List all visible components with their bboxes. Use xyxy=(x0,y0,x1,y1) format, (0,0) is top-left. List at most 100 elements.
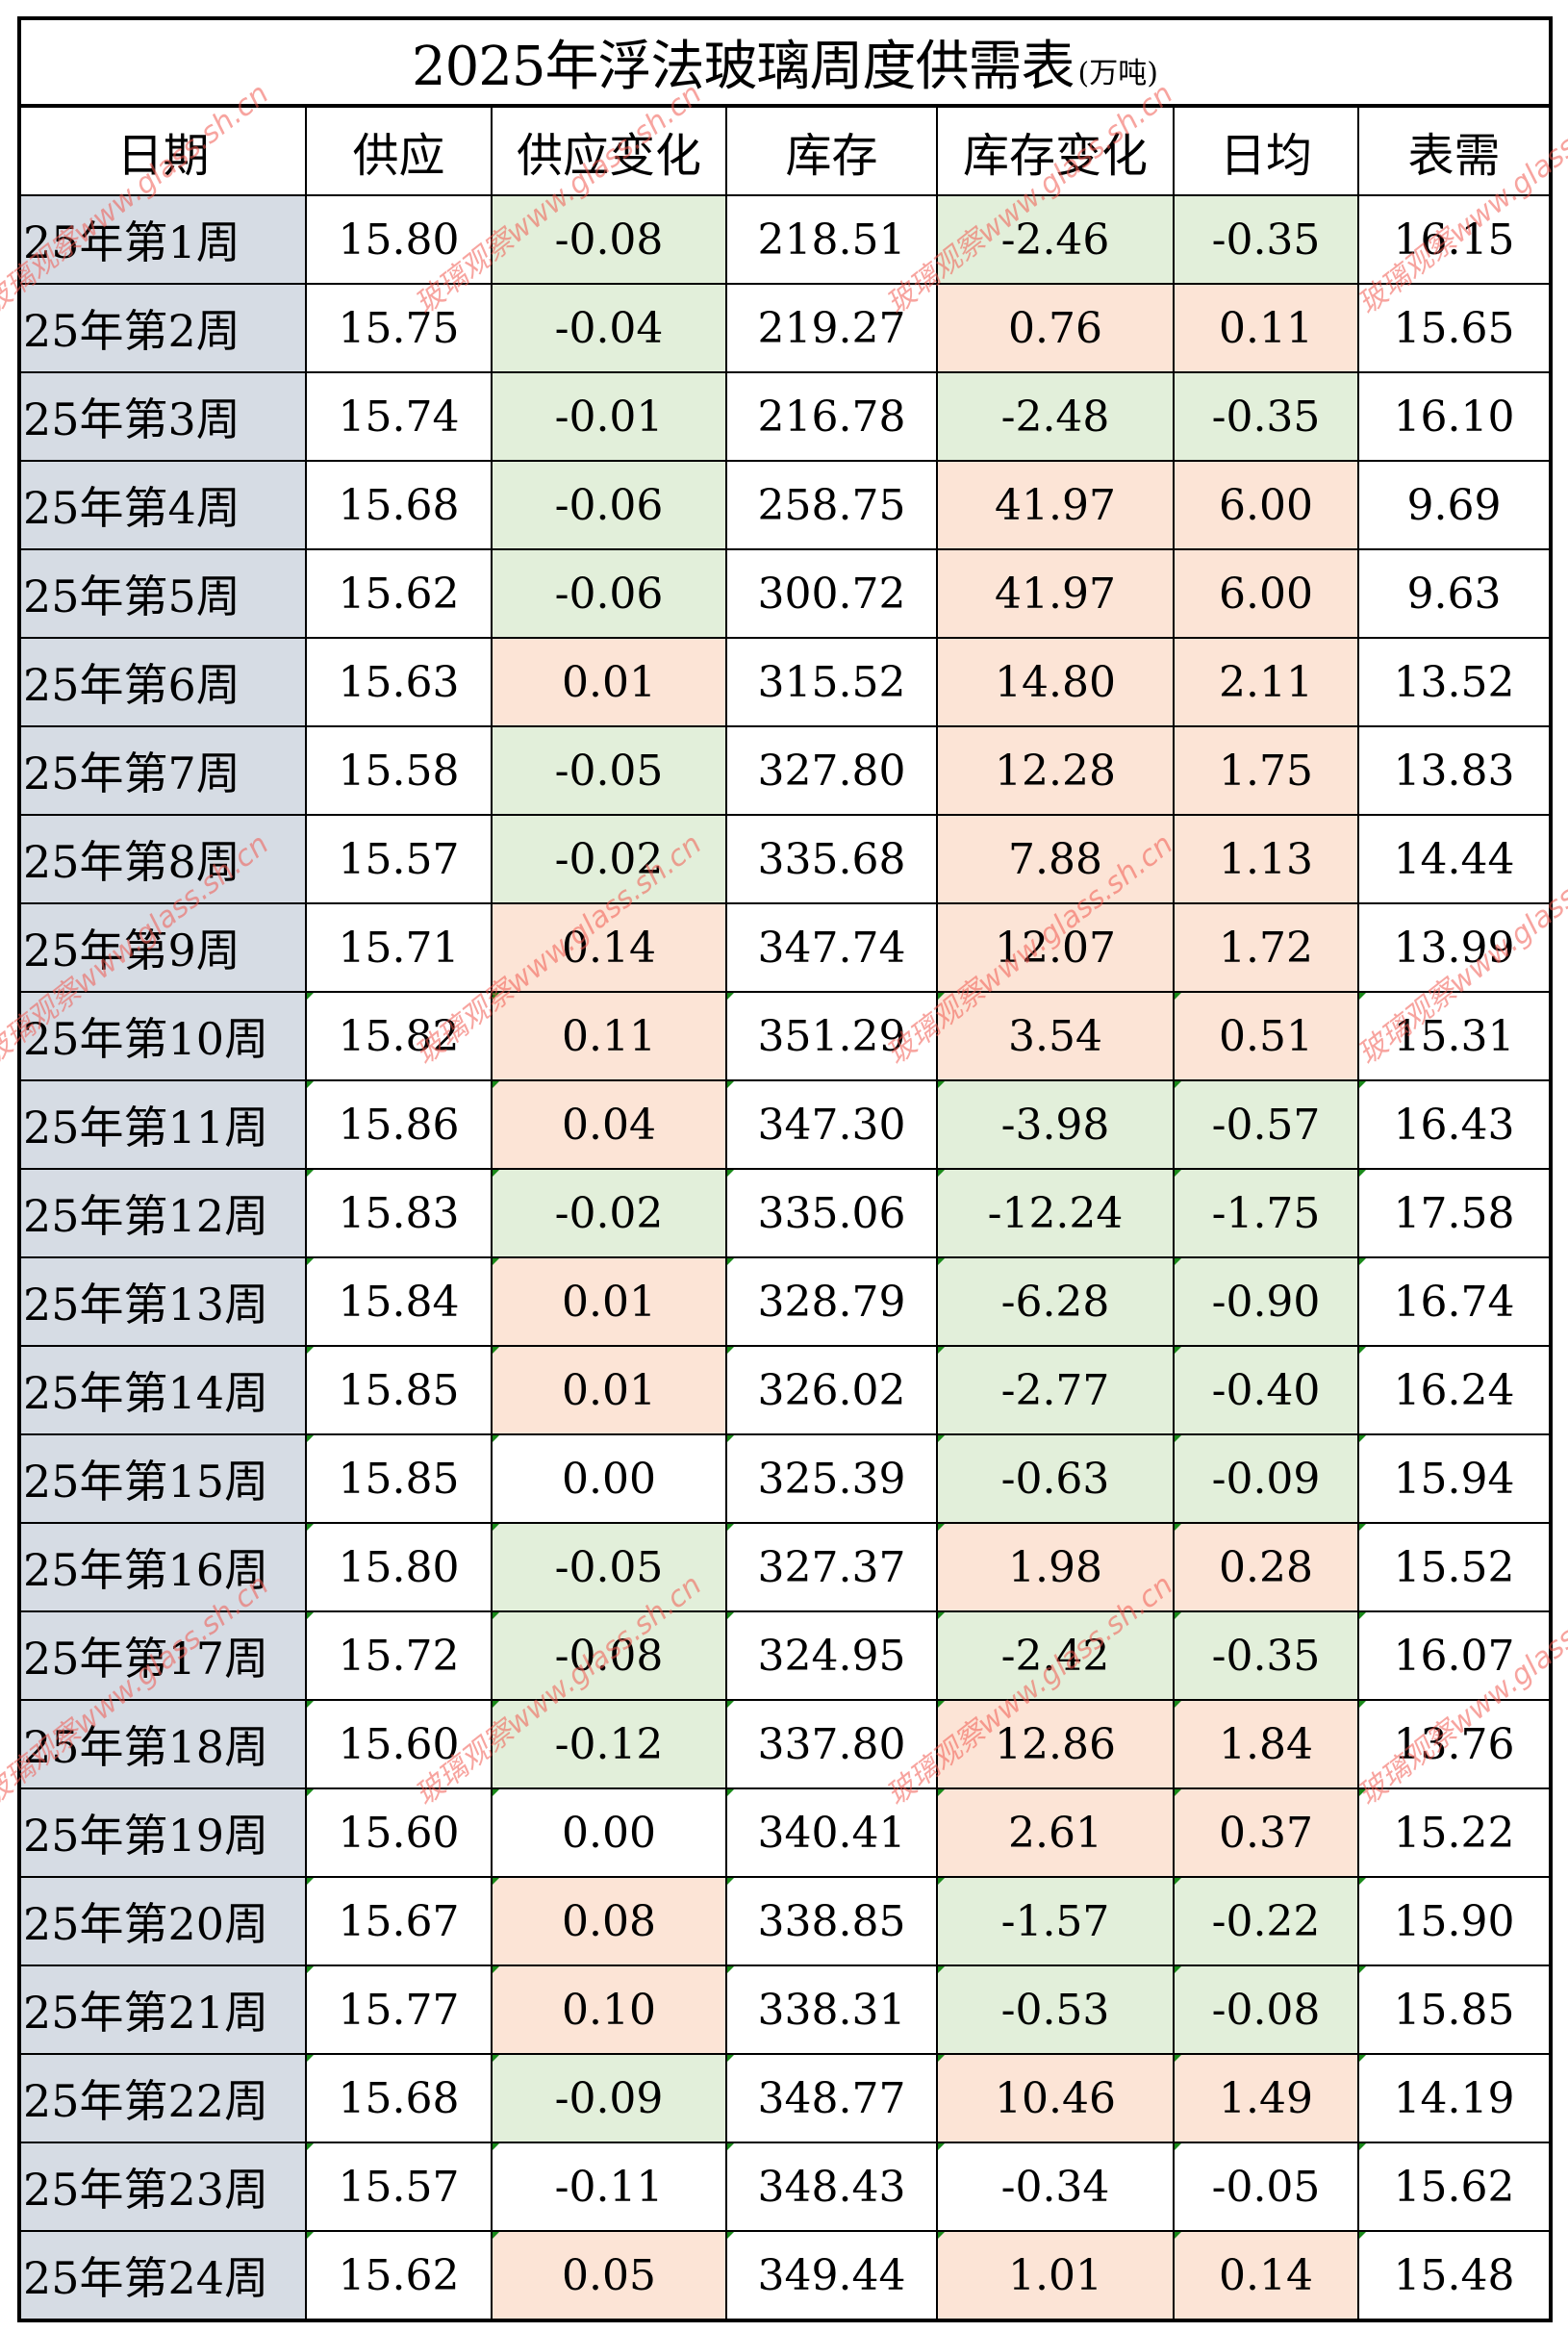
cell-supply: 15.85 xyxy=(305,1433,493,1524)
sheet-title: 2025年浮法玻璃周度供需表 xyxy=(412,36,1075,98)
cell-inventory-change: 7.88 xyxy=(936,814,1175,904)
table-row: 25年第4周 15.68 -0.06 258.75 41.97 6.00 9.69 xyxy=(21,460,1549,550)
cell-supply: 15.63 xyxy=(305,637,493,727)
cell-apparent-demand: 16.74 xyxy=(1357,1256,1549,1347)
cell-daily-avg: -0.35 xyxy=(1173,1610,1359,1701)
cell-apparent-demand: 15.22 xyxy=(1357,1787,1549,1878)
cell-inventory-change: -0.53 xyxy=(936,1964,1175,2055)
cell-date: 25年第6周 xyxy=(21,637,307,727)
cell-inventory: 340.41 xyxy=(725,1787,938,1878)
cell-date: 25年第12周 xyxy=(21,1168,307,1258)
cell-daily-avg: -0.40 xyxy=(1173,1345,1359,1435)
cell-apparent-demand: 15.48 xyxy=(1357,2230,1549,2319)
cell-supply-change: -0.09 xyxy=(491,2053,727,2143)
cell-date: 25年第2周 xyxy=(21,283,307,373)
cell-inventory-change: 0.76 xyxy=(936,283,1175,373)
cell-date: 25年第14周 xyxy=(21,1345,307,1435)
cell-supply: 15.85 xyxy=(305,1345,493,1435)
cell-inventory: 326.02 xyxy=(725,1345,938,1435)
cell-inventory: 347.74 xyxy=(725,902,938,993)
cell-apparent-demand: 13.83 xyxy=(1357,725,1549,816)
cell-daily-avg: 0.14 xyxy=(1173,2230,1359,2319)
supply-demand-sheet: 2025年浮法玻璃周度供需表 (万吨) 日期 供应 供应变化 库存 库存变化 日… xyxy=(17,16,1553,2322)
cell-supply-change: -0.08 xyxy=(491,194,727,285)
cell-apparent-demand: 15.90 xyxy=(1357,1876,1549,1966)
cell-date: 25年第5周 xyxy=(21,548,307,639)
cell-inventory: 328.79 xyxy=(725,1256,938,1347)
cell-inventory: 219.27 xyxy=(725,283,938,373)
column-header-daily-avg: 日均 xyxy=(1173,108,1359,196)
cell-supply: 15.74 xyxy=(305,371,493,462)
column-header-supply-change: 供应变化 xyxy=(491,108,727,196)
table-row: 25年第21周 15.77 0.10 338.31 -0.53 -0.08 15.85 xyxy=(21,1964,1549,2055)
cell-supply: 15.60 xyxy=(305,1787,493,1878)
cell-inventory-change: -0.34 xyxy=(936,2142,1175,2232)
column-header-inventory-change: 库存变化 xyxy=(936,108,1175,196)
column-header-supply: 供应 xyxy=(305,108,493,196)
cell-supply-change: -0.02 xyxy=(491,1168,727,1258)
cell-inventory-change: 1.01 xyxy=(936,2230,1175,2319)
table-row: 25年第5周 15.62 -0.06 300.72 41.97 6.00 9.63 xyxy=(21,548,1549,639)
cell-daily-avg: -0.57 xyxy=(1173,1079,1359,1170)
cell-supply-change: -0.05 xyxy=(491,725,727,816)
header-row: 日期 供应 供应变化 库存 库存变化 日均 表需 xyxy=(21,108,1549,196)
table-row: 25年第3周 15.74 -0.01 216.78 -2.48 -0.35 16.10 xyxy=(21,371,1549,462)
cell-inventory: 218.51 xyxy=(725,194,938,285)
cell-daily-avg: 0.37 xyxy=(1173,1787,1359,1878)
cell-inventory-change: -3.98 xyxy=(936,1079,1175,1170)
table-row: 25年第17周 15.72 -0.08 324.95 -2.42 -0.35 16.07 xyxy=(21,1610,1549,1701)
cell-date: 25年第7周 xyxy=(21,725,307,816)
cell-inventory: 324.95 xyxy=(725,1610,938,1701)
cell-date: 25年第13周 xyxy=(21,1256,307,1347)
cell-supply-change: -0.05 xyxy=(491,1522,727,1612)
cell-daily-avg: 2.11 xyxy=(1173,637,1359,727)
cell-date: 25年第22周 xyxy=(21,2053,307,2143)
cell-apparent-demand: 15.65 xyxy=(1357,283,1549,373)
cell-supply: 15.68 xyxy=(305,2053,493,2143)
cell-supply: 15.58 xyxy=(305,725,493,816)
cell-inventory: 315.52 xyxy=(725,637,938,727)
cell-supply-change: 0.01 xyxy=(491,637,727,727)
cell-supply: 15.80 xyxy=(305,194,493,285)
cell-date: 25年第20周 xyxy=(21,1876,307,1966)
table-row: 25年第6周 15.63 0.01 315.52 14.80 2.11 13.52 xyxy=(21,637,1549,727)
cell-supply: 15.83 xyxy=(305,1168,493,1258)
cell-apparent-demand: 14.19 xyxy=(1357,2053,1549,2143)
unit-label: (万吨) xyxy=(1077,56,1158,90)
cell-daily-avg: -0.09 xyxy=(1173,1433,1359,1524)
cell-daily-avg: 6.00 xyxy=(1173,460,1359,550)
cell-date: 25年第21周 xyxy=(21,1964,307,2055)
column-header-date: 日期 xyxy=(21,108,307,196)
cell-inventory-change: 41.97 xyxy=(936,460,1175,550)
cell-supply-change: -0.12 xyxy=(491,1699,727,1789)
cell-supply: 15.80 xyxy=(305,1522,493,1612)
cell-supply: 15.62 xyxy=(305,2230,493,2319)
cell-apparent-demand: 14.44 xyxy=(1357,814,1549,904)
table-row: 25年第9周 15.71 0.14 347.74 12.07 1.72 13.99 xyxy=(21,902,1549,993)
cell-supply: 15.67 xyxy=(305,1876,493,1966)
cell-apparent-demand: 15.31 xyxy=(1357,991,1549,1081)
cell-inventory-change: -2.42 xyxy=(936,1610,1175,1701)
table-row: 25年第12周 15.83 -0.02 335.06 -12.24 -1.75 17.58 xyxy=(21,1168,1549,1258)
cell-daily-avg: 6.00 xyxy=(1173,548,1359,639)
table-row: 25年第15周 15.85 0.00 325.39 -0.63 -0.09 15.94 xyxy=(21,1433,1549,1524)
cell-supply: 15.77 xyxy=(305,1964,493,2055)
cell-inventory: 338.85 xyxy=(725,1876,938,1966)
table-row: 25年第20周 15.67 0.08 338.85 -1.57 -0.22 15.90 xyxy=(21,1876,1549,1966)
cell-supply-change: -0.08 xyxy=(491,1610,727,1701)
cell-date: 25年第18周 xyxy=(21,1699,307,1789)
cell-date: 25年第11周 xyxy=(21,1079,307,1170)
column-header-apparent-demand: 表需 xyxy=(1357,108,1549,196)
cell-supply-change: 0.00 xyxy=(491,1433,727,1524)
cell-daily-avg: -0.22 xyxy=(1173,1876,1359,1966)
cell-date: 25年第19周 xyxy=(21,1787,307,1878)
cell-inventory: 258.75 xyxy=(725,460,938,550)
cell-daily-avg: -0.35 xyxy=(1173,194,1359,285)
cell-apparent-demand: 16.43 xyxy=(1357,1079,1549,1170)
cell-inventory-change: 41.97 xyxy=(936,548,1175,639)
cell-inventory: 351.29 xyxy=(725,991,938,1081)
cell-daily-avg: -0.35 xyxy=(1173,371,1359,462)
cell-inventory-change: 14.80 xyxy=(936,637,1175,727)
cell-supply-change: 0.05 xyxy=(491,2230,727,2319)
cell-apparent-demand: 13.99 xyxy=(1357,902,1549,993)
